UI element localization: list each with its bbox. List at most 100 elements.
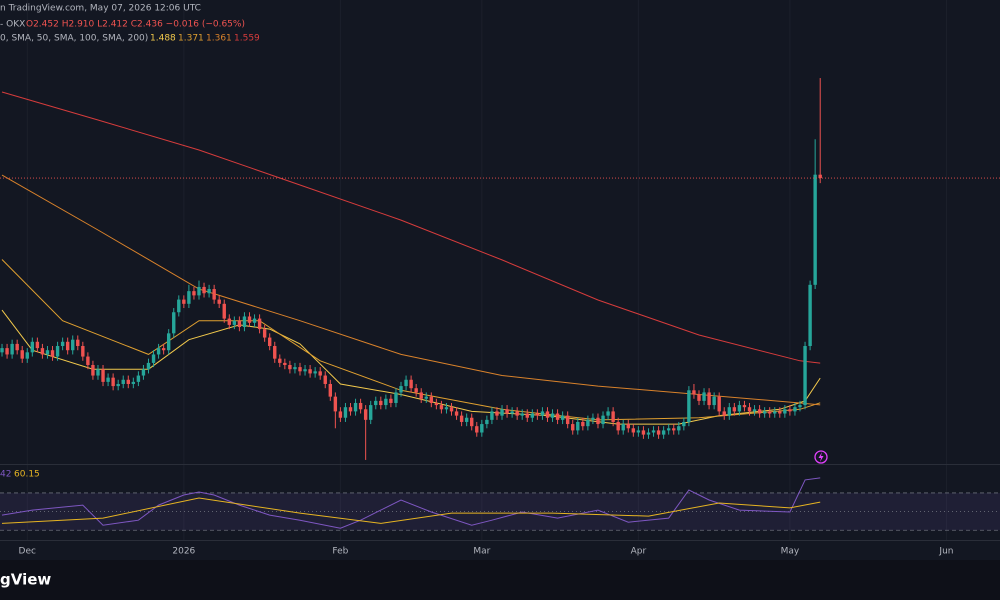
candle-body [273,346,277,359]
legend-sma-value: 1.361 [206,34,232,44]
candle-body [187,291,191,304]
candle-body [520,413,524,416]
candle-body [242,316,247,328]
candle-body [500,409,504,416]
candle-body [5,348,9,355]
x-tick-label: Feb [332,547,348,557]
candle-body [318,371,322,376]
candle-body [247,316,252,323]
candle-body [323,375,327,384]
candle-body [283,362,287,365]
candle-body [717,396,721,412]
candle-body [439,405,444,410]
candle-body [207,289,211,294]
alert-icon[interactable] [814,450,828,464]
candle-body [10,343,14,355]
candle-body [15,343,19,351]
candle-body [328,383,333,397]
candle-body [308,369,312,374]
candle-body [25,352,29,359]
candle-body [379,400,383,406]
candle-body [358,402,363,410]
candle-body [742,405,747,408]
candle-body [752,409,757,412]
candle-body [303,369,307,372]
legend-ohlc: O2.452 H2.910 L2.412 C2.436 −0.016 (−0.6… [26,20,245,30]
candle-body [737,405,742,412]
candle-body [712,396,716,406]
candle-body [252,318,257,323]
candle-body [813,174,817,285]
legend-source: n TradingView.com, May 07, 2026 12:06 UT… [0,4,201,14]
candle-body [257,318,262,330]
legend-exchange: - OKX [0,20,25,30]
candle-body [732,407,737,412]
candle-body [45,350,50,355]
candle-body [495,411,499,416]
candle-body [449,407,454,412]
candle-body [687,390,691,422]
candle-body [682,421,686,427]
candle-body [60,341,65,347]
alert-bolt[interactable] [818,452,824,462]
candle-body [525,413,529,418]
x-tick-label: Jun [938,547,953,557]
sma-line [1,91,821,364]
candle-body [65,341,70,351]
candle-body [197,286,201,296]
candle-body [606,411,610,416]
candle-body [424,396,428,399]
candle-body [101,369,105,382]
candle-body [348,407,353,412]
candle-body [414,388,418,393]
candle-body [535,413,540,416]
candle-body [576,421,580,431]
candle-body [485,419,489,425]
candle-body [490,411,494,420]
candle-body [636,430,641,433]
candle-body [217,299,221,304]
candle-body [656,430,661,435]
candle-body [91,364,95,376]
x-tick-label: May [781,547,800,557]
candle-body [778,411,782,414]
candle-body [389,398,393,403]
candle-body [404,379,408,387]
legend-sma-value: 1.371 [178,34,204,44]
candle-body [631,428,636,433]
candle-body [581,421,585,427]
candle-body [692,390,696,395]
candle-body [126,379,130,384]
candle-body [151,354,156,363]
alert-circle[interactable] [814,450,828,464]
candle-body [591,417,595,420]
candle-body [475,426,479,433]
candle-body [601,415,605,425]
candle-body [571,424,575,431]
candle-body [399,386,403,393]
candle-body [222,303,226,319]
sma-line [1,174,821,406]
candle-body [555,413,560,420]
candle-body [55,346,60,357]
rsi-line [1,497,821,524]
candle-body [505,409,509,414]
candle-body [550,413,555,418]
candle-body [419,392,423,399]
legend-sma-value: 1.559 [234,34,260,44]
candle-body [762,411,767,414]
candle-body [35,341,40,349]
candle-body [40,348,45,355]
candle-body [182,299,186,304]
candle-body [96,369,100,376]
candle-body [131,381,136,384]
candle-body [0,348,4,353]
candle-body [596,417,600,425]
candle-body [343,407,348,418]
legend-sma-params: 0, SMA, 50, SMA, 100, SMA, 200) [0,34,148,44]
candle-body [515,411,519,416]
candle-body [111,377,115,387]
candle-body [747,407,752,412]
candle-body [106,377,110,382]
